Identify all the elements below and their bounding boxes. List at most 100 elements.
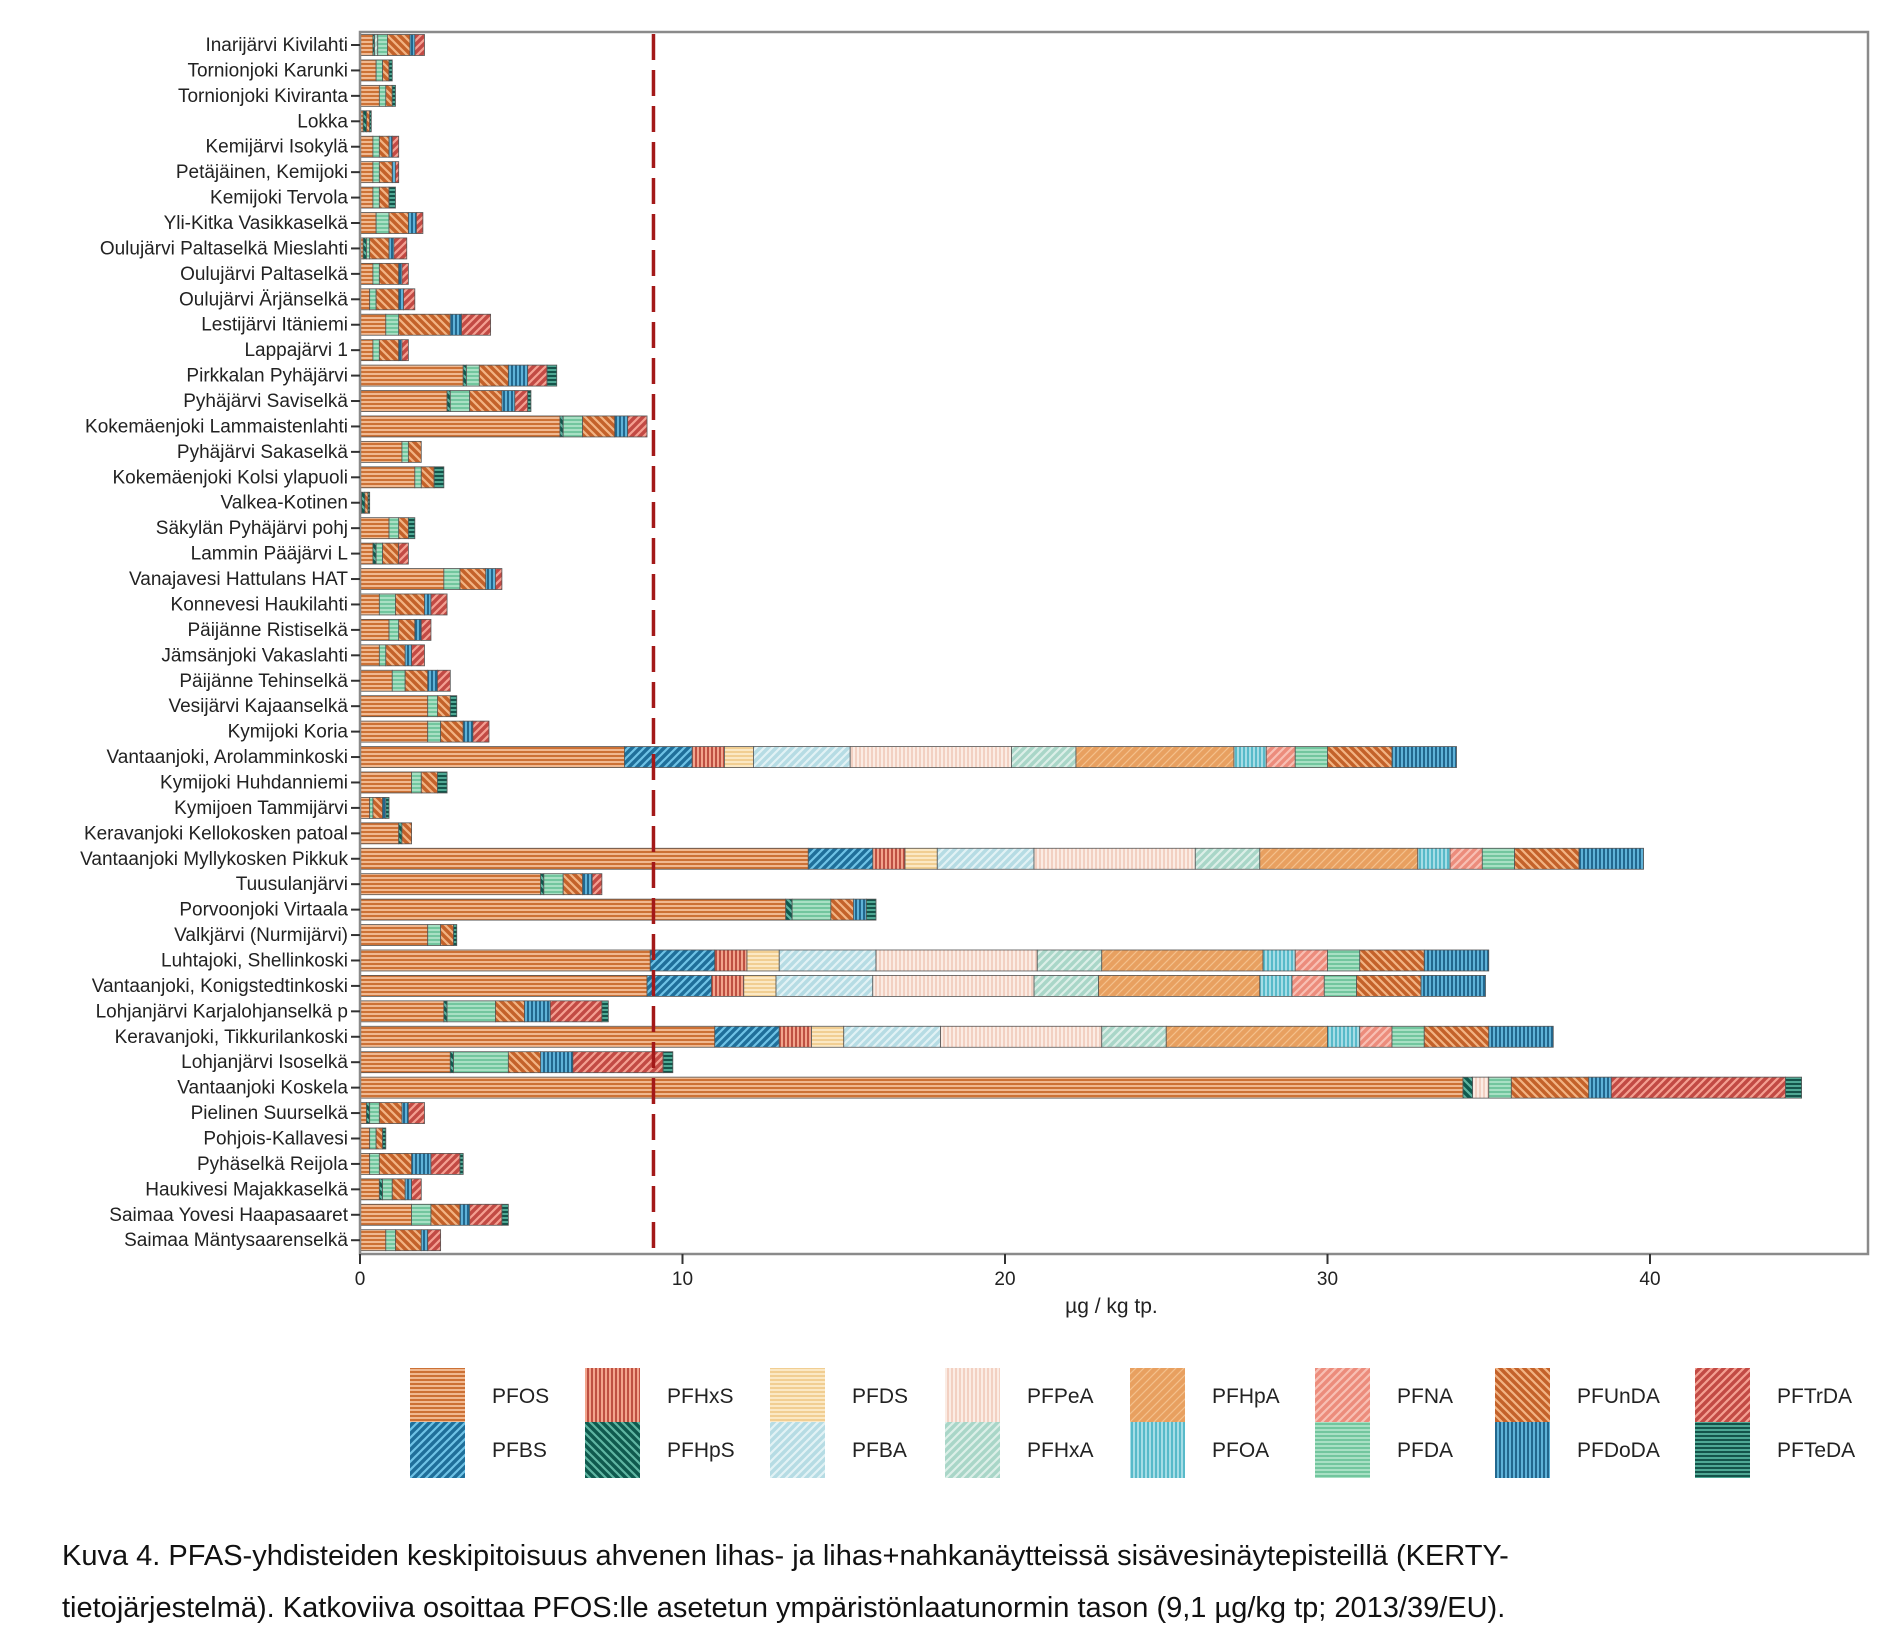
- y-tick-label: Petäjäinen, Kemijoki: [176, 162, 348, 183]
- y-tick-label: Vantaanjoki Myllykosken Pikkuk: [80, 849, 348, 870]
- bar-segment-pfdoda: [540, 1051, 574, 1074]
- bar-kokem-enjoki-kolsi-ylapuoli: [359, 466, 445, 489]
- bar-segment-pfhxa: [1101, 1025, 1167, 1048]
- bar-segment-pftrda: [416, 212, 424, 234]
- bar-segment-pfunda: [372, 797, 383, 819]
- bar-segment-pfunda: [388, 212, 409, 234]
- bar-segment-pfos: [359, 644, 380, 667]
- bar-segment-pftrda: [407, 1102, 425, 1124]
- bar-segment-pfunda: [469, 390, 503, 412]
- bar-segment-pfhpa: [1259, 847, 1419, 870]
- bar-segment-pfhxs: [872, 847, 906, 870]
- bar-segment-pfteda: [546, 364, 558, 387]
- y-tick-label: Pohjois-Kallavesi: [203, 1128, 348, 1149]
- plot-frame: [358, 30, 1870, 1256]
- legend-label: PFHxA: [1027, 1439, 1094, 1462]
- bar-segment-pfunda: [378, 161, 393, 184]
- bar-ouluj-rvi-paltaselk: [359, 262, 409, 285]
- bar-segment-pfhxs: [778, 1025, 812, 1048]
- bar-segment-pfdoda: [853, 898, 867, 921]
- bar-segment-pfos: [359, 618, 390, 641]
- bar-vantaanjoki-koskela: [359, 1076, 1802, 1099]
- y-tick-label: Vantaanjoki Koskela: [177, 1078, 348, 1099]
- bar-segment-pfhxa: [1011, 746, 1077, 768]
- legend-label: PFPeA: [1027, 1385, 1094, 1408]
- x-tick-label: 20: [994, 1269, 1015, 1290]
- legend-label: PFBA: [852, 1439, 907, 1462]
- bar-segment-pfunda: [507, 1051, 542, 1074]
- bar-segment-pfbs: [646, 975, 712, 997]
- bar-lokka: [359, 110, 372, 133]
- bar-segment-pfda: [391, 669, 406, 692]
- legend-swatch: [1130, 1368, 1185, 1424]
- bar-segment-pfunda: [387, 34, 411, 56]
- bar-segment-pftrda: [436, 669, 451, 692]
- bar-segment-pfhps: [785, 898, 793, 921]
- bar-segment-pfhps: [446, 390, 451, 412]
- legend-label: PFUnDA: [1577, 1385, 1660, 1408]
- bar-segment-pfdoda: [398, 288, 404, 311]
- bar-segment-pfda: [401, 440, 409, 463]
- bar-pyh-j-rvi-saviselk: [359, 390, 532, 412]
- bar-segment-pfos: [359, 924, 429, 946]
- bar-segment-pftrda: [427, 1229, 442, 1252]
- bar-segment-pfunda: [1359, 949, 1425, 972]
- legend-label: PFTeDA: [1777, 1439, 1855, 1462]
- bar-segment-pfoa: [1417, 847, 1451, 870]
- bar-segment-pfos: [359, 84, 380, 107]
- bar-segment-pfoa: [1233, 746, 1267, 768]
- y-tick-label: Inarijärvi Kivilahti: [205, 35, 348, 56]
- bar-segment-pfda: [791, 898, 832, 921]
- bar-segment-pfda: [378, 644, 387, 667]
- bar-segment-pfdoda: [459, 1203, 471, 1226]
- legend-swatch: [585, 1368, 640, 1424]
- bar-segment-pfda: [427, 695, 438, 718]
- bar-segment-pfbs: [649, 949, 716, 972]
- bar-segment-pfna: [1265, 746, 1296, 768]
- bar-segment-pfda: [427, 720, 442, 743]
- bar-segment-pfdoda: [582, 873, 593, 896]
- y-tick-label: Vantaanjoki, Arolamminkoski: [107, 747, 348, 768]
- bar-segment-pfunda: [364, 491, 369, 514]
- bar-segment-pfdoda: [424, 593, 432, 616]
- bar-yli-kitka-vasikkaselk: [359, 212, 424, 234]
- bar-segment-pfds: [746, 949, 780, 972]
- bar-segment-pfhxs: [714, 949, 748, 972]
- bar-saimaa-yovesi-haapasaaret: [359, 1203, 509, 1226]
- bar-segment-pfda: [382, 1178, 393, 1201]
- y-tick-label: Porvoonjoki Virtaala: [179, 900, 348, 921]
- bar-segment-pfos: [359, 440, 403, 463]
- x-tick-label: 30: [1317, 1269, 1338, 1290]
- bar-segment-pfhxs: [691, 746, 725, 768]
- x-axis-title: µg / kg tp.: [1065, 1295, 1158, 1318]
- y-tick-label: Pyhäjärvi Sakaselkä: [177, 442, 349, 463]
- bar-segment-pfna: [1291, 975, 1325, 997]
- bar-segment-pfpea: [875, 949, 1038, 972]
- bar-segment-pftrda: [395, 161, 400, 184]
- legend-label: PFNA: [1397, 1385, 1453, 1408]
- bar-segment-pfhps: [378, 1178, 383, 1201]
- bar-segment-pfda: [372, 186, 380, 209]
- bar-segment-pfunda: [562, 873, 583, 896]
- y-tick-label: Kymijoki Huhdanniemi: [160, 772, 348, 793]
- y-tick-label: Kemijoki Tervola: [210, 188, 348, 209]
- legend-item-pfunda: PFUnDA: [1495, 1368, 1660, 1424]
- bar-segment-pftrda: [414, 34, 425, 56]
- y-tick-label: Vanajavesi Hattulans HAT: [129, 569, 348, 590]
- y-tick-label: Päijänne Ristiselkä: [187, 620, 348, 641]
- bar-segment-pfunda: [366, 110, 371, 133]
- legend-swatch: [1695, 1422, 1750, 1478]
- bar-vanajavesi-hattulans-hat: [359, 568, 503, 590]
- bar-lohjanj-rvi-isoselk: [359, 1051, 674, 1074]
- legend-swatch: [1495, 1422, 1550, 1478]
- bar-segment-pftrda: [420, 618, 432, 641]
- bar-segment-pfda: [366, 237, 371, 260]
- bar-segment-pfos: [359, 1076, 1464, 1099]
- y-tick-label: Haukivesi Majakkaselkä: [145, 1179, 348, 1200]
- bar-segment-pfhpa: [1101, 949, 1264, 972]
- bar-segment-pfdoda: [398, 262, 403, 285]
- y-tick-label: Keravanjoki Kellokosken patoal: [84, 823, 348, 844]
- bar-segment-pftrda: [411, 644, 425, 667]
- bar-segment-pftrda: [398, 542, 409, 565]
- bar-tornionjoki-kiviranta: [359, 84, 396, 107]
